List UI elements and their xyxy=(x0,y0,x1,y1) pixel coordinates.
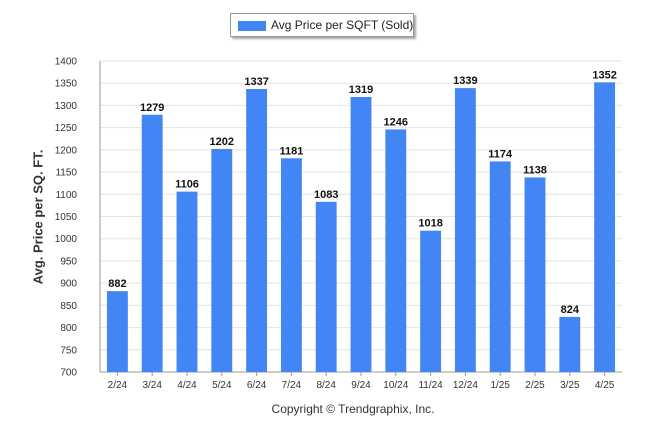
x-tick-label: 5/24 xyxy=(212,380,232,391)
data-label: 1339 xyxy=(453,75,477,87)
bar xyxy=(315,201,337,372)
bar xyxy=(106,291,128,372)
data-label: 1202 xyxy=(210,136,234,148)
x-tick-label: 3/24 xyxy=(142,380,162,391)
x-tick-label: 2/24 xyxy=(108,380,128,391)
bar xyxy=(594,82,616,372)
x-tick-label: 7/24 xyxy=(282,380,302,391)
y-tick-label: 800 xyxy=(60,323,77,334)
y-tick-label: 1200 xyxy=(55,145,78,156)
data-label: 1279 xyxy=(140,102,164,114)
data-label: 824 xyxy=(561,304,580,316)
data-label: 1181 xyxy=(279,145,303,157)
data-label: 1083 xyxy=(314,189,338,201)
data-label: 1018 xyxy=(418,218,442,230)
bar xyxy=(141,114,163,372)
y-axis-label: Avg. Price per SQ. FT. xyxy=(30,149,46,285)
data-label: 1106 xyxy=(175,179,199,191)
y-tick-label: 900 xyxy=(60,279,77,290)
x-tick-label: 8/24 xyxy=(316,380,336,391)
x-tick-label: 2/25 xyxy=(525,380,545,391)
data-label: 1174 xyxy=(488,148,513,160)
y-tick-label: 1250 xyxy=(55,123,78,134)
y-tick-label: 1000 xyxy=(55,234,78,245)
x-tick-label: 12/24 xyxy=(453,380,478,391)
x-tick-label: 4/24 xyxy=(177,380,197,391)
data-label: 1337 xyxy=(244,76,268,88)
data-label: 1319 xyxy=(349,84,373,96)
bar xyxy=(246,88,268,373)
y-tick-label: 950 xyxy=(60,256,77,267)
bar xyxy=(420,230,442,372)
data-label: 1246 xyxy=(384,116,408,128)
bar xyxy=(454,88,476,372)
bar xyxy=(559,316,581,372)
data-label: 1352 xyxy=(592,69,616,81)
y-tick-label: 1150 xyxy=(55,168,77,179)
y-tick-label: 750 xyxy=(60,345,77,356)
bar xyxy=(524,177,546,372)
y-tick-label: 850 xyxy=(60,301,77,312)
x-tick-label: 9/24 xyxy=(351,380,371,391)
x-tick-label: 11/24 xyxy=(418,380,443,391)
bar xyxy=(211,148,233,372)
x-tick-label: 3/25 xyxy=(560,380,580,391)
data-label: 882 xyxy=(108,278,126,290)
copyright-footer: Copyright © Trendgraphix, Inc. xyxy=(271,402,435,416)
bar xyxy=(176,191,198,372)
y-tick-label: 700 xyxy=(60,368,77,379)
x-tick-label: 6/24 xyxy=(247,380,267,391)
legend: Avg Price per SQFT (Sold) xyxy=(230,13,414,37)
y-tick-label: 1100 xyxy=(55,190,77,201)
bar xyxy=(280,158,302,372)
y-tick-label: 1300 xyxy=(55,101,78,112)
bar xyxy=(350,96,372,372)
legend-swatch xyxy=(238,21,266,31)
legend-label: Avg Price per SQFT (Sold) xyxy=(271,18,414,32)
x-tick-label: 4/25 xyxy=(595,380,615,391)
y-tick-label: 1400 xyxy=(55,57,78,68)
data-label: 1138 xyxy=(523,164,547,176)
bar xyxy=(385,129,407,372)
bar xyxy=(489,161,511,372)
x-tick-label: 10/24 xyxy=(383,380,408,391)
y-tick-label: 1050 xyxy=(55,212,78,223)
x-tick-label: 1/25 xyxy=(490,380,510,391)
y-tick-label: 1350 xyxy=(55,79,78,90)
